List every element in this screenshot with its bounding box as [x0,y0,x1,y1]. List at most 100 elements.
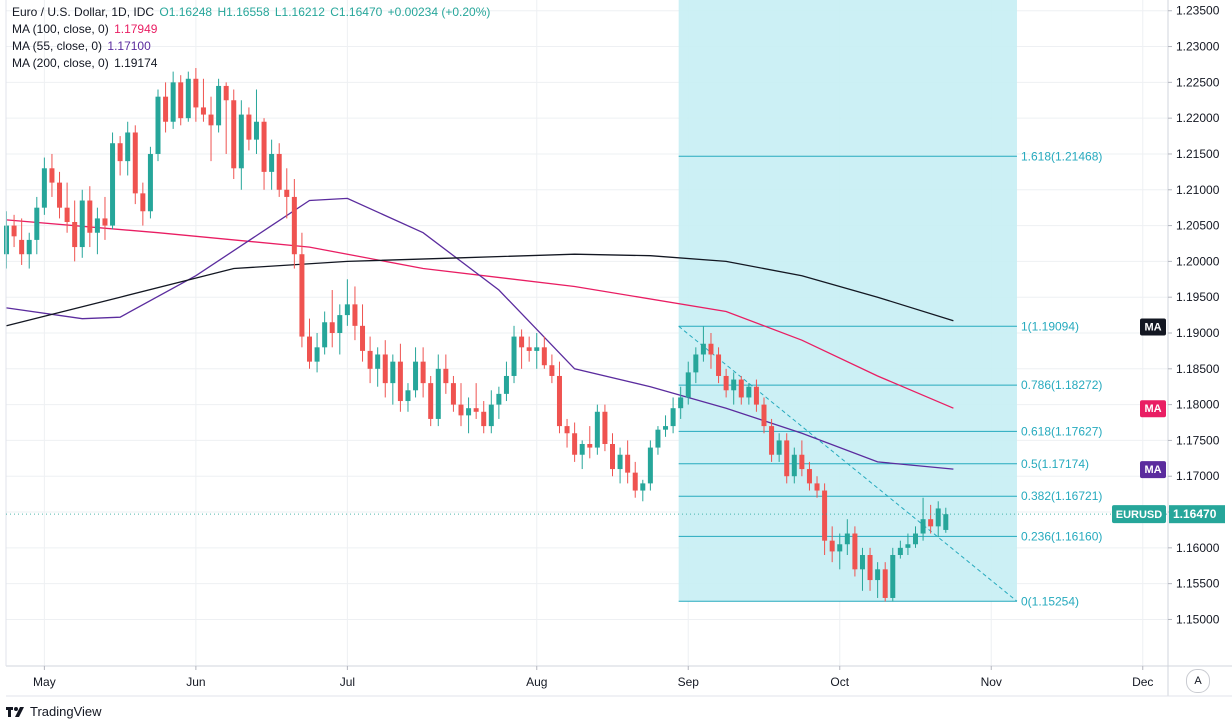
price-axis-label: 1.15500 [1176,577,1220,591]
candle-body [428,383,434,419]
candle-body [829,540,835,552]
price-axis-label: 1.16000 [1176,541,1220,555]
fib-level-label: 0.382(1.16721) [1021,489,1102,503]
price-axis-label: 1.17000 [1176,469,1220,483]
legend-ma100-label: MA (100, close, 0) [12,22,109,36]
candle-body [223,85,229,101]
candle-body [382,354,388,384]
candle-body [238,114,244,169]
candle-body [34,207,40,240]
candle-body [481,411,487,427]
candle-body [716,354,722,376]
tradingview-logo[interactable]: TradingView [6,704,102,719]
candle-body [875,569,881,581]
candle-body [647,447,653,484]
candle-body [420,361,426,384]
candle-body [685,372,691,398]
fib-level-label: 0.236(1.16160) [1021,529,1102,543]
candle-body [117,143,123,162]
candle-body [806,469,812,484]
candle-body [640,483,646,491]
price-axis-label: 1.21000 [1176,183,1220,197]
fib-level-label: 0(1.15254) [1021,594,1079,608]
candle-body [897,547,903,555]
symbol-tag-label: EURUSD [1116,509,1163,521]
candle-body [534,347,540,351]
candle-body [678,397,684,409]
candle-body [216,85,222,126]
legend-symbol: Euro / U.S. Dollar, 1D, IDC [12,5,155,19]
candle-body [572,433,578,455]
current-price-label: 1.16470 [1173,507,1217,521]
price-axis-label: 1.20500 [1176,219,1220,233]
candle-body [147,153,153,212]
price-axis-label: 1.23000 [1176,40,1220,54]
candle-body [185,78,191,119]
price-axis-label: 1.19000 [1176,326,1220,340]
candle-body [496,393,502,405]
fib-level-label: 0.618(1.17627) [1021,424,1102,438]
candle-body [867,555,873,581]
legend-ma55-label: MA (55, close, 0) [12,39,103,53]
candle-body [837,544,843,552]
price-axis-label: 1.20000 [1176,254,1220,268]
price-axis-label: 1.19500 [1176,290,1220,304]
candle-body [844,533,850,545]
candle-body [458,404,464,416]
candle-body [344,304,350,316]
candle-body [132,132,138,194]
candle-body [602,411,608,444]
candle-body [882,569,888,598]
ma-tag-label: MA [1144,403,1161,415]
candle-body [943,514,949,530]
candle-body [193,78,199,108]
legend-ma200-row: MA (200, close, 0) 1.19174 [12,55,490,72]
candle-body [541,347,547,366]
auto-scale-button[interactable]: A [1186,669,1210,693]
candle-body [708,343,714,355]
price-axis-label: 1.18000 [1176,398,1220,412]
candle-body [284,189,290,197]
fib-trend-line [678,325,1018,602]
candle-body [307,336,312,362]
fib-level-label: 0.5(1.17174) [1021,457,1089,471]
candle-body [269,153,275,172]
candle-body [761,404,767,427]
time-axis-label: Jul [340,675,355,689]
candle-body [935,508,941,527]
candle-body [178,82,184,119]
legend-ma200-label: MA (200, close, 0) [12,56,109,70]
candle-body [253,121,259,140]
price-axis-label: 1.22000 [1176,111,1220,125]
time-axis-label: Oct [830,675,849,689]
time-axis-label: Dec [1132,675,1153,689]
candle-body [859,555,865,570]
ma-tag [1140,461,1166,479]
candle-body [700,343,706,355]
candle-body [466,408,472,416]
candle-body [405,390,411,402]
candle-body [526,347,532,351]
legend-open: O1.16248 [159,5,213,19]
candle-body [337,315,343,333]
candle-body [473,408,479,412]
candle-body [564,426,570,434]
candle-body [94,218,100,233]
ma-tag-label: MA [1144,322,1161,334]
candle-body [413,361,419,391]
ma-tag-label: MA [1144,464,1161,476]
legend-low: L1.16212 [274,5,325,19]
candle-body [928,519,934,527]
candle-body [905,544,911,548]
legend-close: C1.16470 [330,5,383,19]
ma-line [6,253,954,327]
candle-body [26,239,32,255]
candle-body [769,426,775,455]
candle-body [663,426,669,430]
legend-ma100-row: MA (100, close, 0) 1.17949 [12,21,490,38]
candle-body [299,254,305,337]
candle-body [503,375,509,394]
ma-line [6,219,954,409]
legend-high: H1.16558 [217,5,270,19]
